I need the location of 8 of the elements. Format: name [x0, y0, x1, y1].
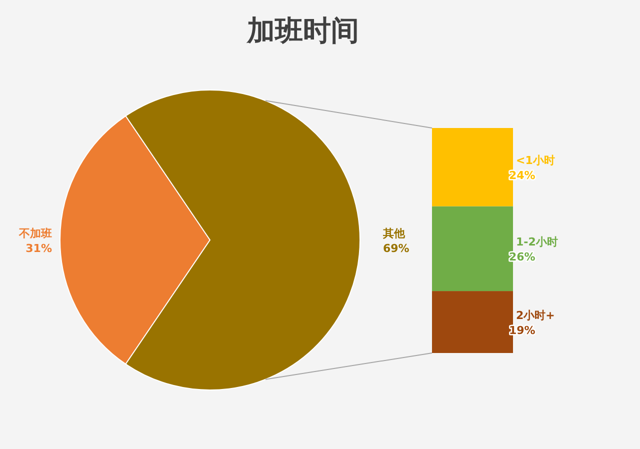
slice-label: 不加班	[18, 227, 52, 240]
data-label: 69%	[383, 242, 410, 255]
chart-title: 加班时间	[246, 14, 359, 47]
data-label: 31%	[26, 242, 52, 255]
series-label: 2小时+	[516, 309, 555, 322]
slice-label: 其他	[382, 227, 406, 240]
series-label: 1-2小时	[516, 236, 558, 249]
series-label: <1小时	[516, 154, 555, 168]
